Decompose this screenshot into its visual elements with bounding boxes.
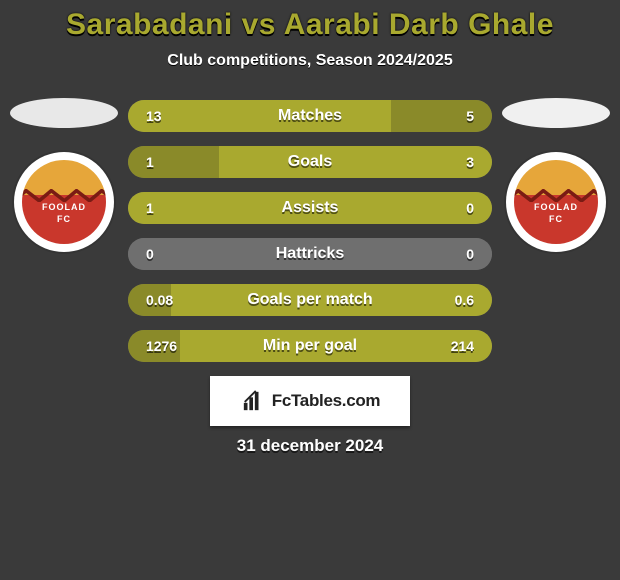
stat-right-value: 0.6 [455, 292, 474, 308]
stat-label: Goals per match [128, 291, 492, 309]
stats-column: Matches135Goals13Assists10Hattricks00Goa… [128, 98, 492, 362]
main-row: FOOLAD FC Matches135Goals13Assists10Hatt… [0, 98, 620, 362]
stat-bar: Goals per match0.08 0.6 [128, 284, 492, 316]
stat-right-value: 0 [466, 246, 474, 262]
stat-bar: Matches13 5 [128, 100, 492, 132]
badge-text-line2: FC [514, 214, 598, 224]
stat-left-value: 0.08 [146, 292, 173, 308]
stat-left-value: 0 [146, 246, 154, 262]
brand-text: FcTables.com [272, 391, 381, 411]
player-left-column: FOOLAD FC [0, 98, 128, 252]
stat-bar: Assists1 0 [128, 192, 492, 224]
stat-bar: Min per goal1276 214 [128, 330, 492, 362]
stat-left-value: 1276 [146, 338, 177, 354]
stat-label: Matches [128, 107, 492, 125]
stat-left-value: 13 [146, 108, 162, 124]
subtitle: Club competitions, Season 2024/2025 [0, 52, 620, 70]
stat-right-value: 214 [451, 338, 474, 354]
stat-label: Goals [128, 153, 492, 171]
badge-chevron-icon [22, 189, 106, 202]
page-title: Sarabadani vs Aarabi Darb Ghale [0, 8, 620, 42]
stat-label: Min per goal [128, 337, 492, 355]
stat-label: Assists [128, 199, 492, 217]
club-badge-right: FOOLAD FC [506, 152, 606, 252]
stat-right-value: 5 [466, 108, 474, 124]
stat-left-value: 1 [146, 200, 154, 216]
brand-bars-icon [240, 390, 266, 412]
player-right-column: FOOLAD FC [492, 98, 620, 252]
stat-right-value: 3 [466, 154, 474, 170]
stat-bar: Hattricks0 0 [128, 238, 492, 270]
stat-bar: Goals1 3 [128, 146, 492, 178]
date: 31 december 2024 [0, 436, 620, 456]
badge-text-line1: FOOLAD [514, 202, 598, 212]
brand-box: FcTables.com [210, 376, 410, 426]
stat-left-value: 1 [146, 154, 154, 170]
stat-right-value: 0 [466, 200, 474, 216]
badge-text-line1: FOOLAD [22, 202, 106, 212]
player-right-avatar-placeholder [502, 98, 610, 128]
badge-chevron-icon [514, 189, 598, 202]
badge-text-line2: FC [22, 214, 106, 224]
player-left-avatar-placeholder [10, 98, 118, 128]
club-badge-left: FOOLAD FC [14, 152, 114, 252]
comparison-card: Sarabadani vs Aarabi Darb Ghale Club com… [0, 0, 620, 580]
stat-label: Hattricks [128, 245, 492, 263]
